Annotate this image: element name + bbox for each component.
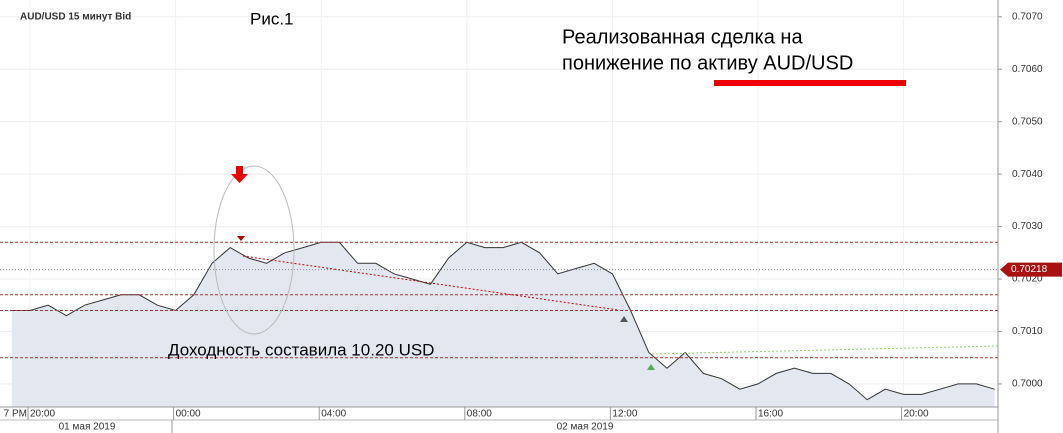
y-tick-label: 0.7010	[1012, 326, 1043, 337]
y-tick-label: 0.7030	[1012, 221, 1043, 232]
y-tick-label: 0.7060	[1012, 64, 1043, 75]
profit-note: Доходность составила 10.20 USD	[168, 340, 434, 359]
underline	[714, 80, 906, 86]
y-tick-label: 0.7020	[1012, 274, 1043, 285]
sell-arrow	[231, 166, 248, 183]
chart-title: AUD/USD 15 минут Bid	[20, 12, 131, 23]
x-tick-label: 20:00	[904, 409, 929, 420]
annotation: Реализованная сделка на	[562, 26, 803, 48]
y-tick-label: 0.7070	[1012, 11, 1043, 22]
marker	[647, 364, 655, 370]
y-tick-label: 0.7040	[1012, 169, 1043, 180]
date-label: 01 мая 2019	[59, 422, 116, 433]
annotation: понижение по активу AUD/USD	[562, 52, 853, 74]
x-tick-label: 12:00	[612, 409, 637, 420]
trade-line	[242, 255, 619, 311]
x-tick-label: 16:00	[758, 409, 783, 420]
y-tick-label: 0.7000	[1012, 379, 1043, 390]
x-tick-label: 04:00	[321, 409, 346, 420]
y-tick-label: 0.7050	[1012, 116, 1043, 127]
x-tick-label: 08:00	[467, 409, 492, 420]
plot-area	[0, 0, 998, 407]
x-tick-label: 00:00	[176, 409, 201, 420]
highlight-ellipse	[213, 165, 295, 335]
current-price-label: 0.70218	[1011, 264, 1048, 275]
current-price-box	[1000, 262, 1062, 277]
area-fill	[11, 242, 995, 407]
date-label: 02 мая 2019	[557, 422, 614, 433]
x-tick-label: 7 PM	[4, 409, 27, 420]
trend-line	[651, 345, 999, 355]
figure-label: Рис.1	[250, 9, 294, 28]
entry-marker	[237, 236, 245, 241]
x-tick-label: 20:00	[30, 409, 55, 420]
exit-marker	[620, 316, 628, 322]
